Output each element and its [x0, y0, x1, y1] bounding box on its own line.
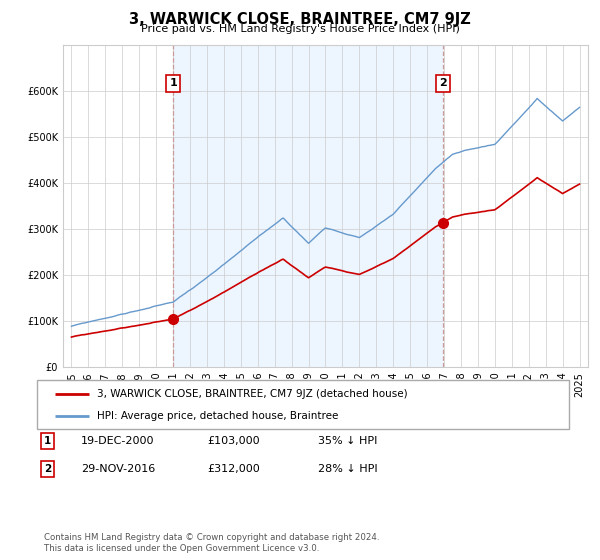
Text: £312,000: £312,000 [207, 464, 260, 474]
Text: 29-NOV-2016: 29-NOV-2016 [81, 464, 155, 474]
Bar [173, 45, 443, 367]
Text: Price paid vs. HM Land Registry's House Price Index (HPI): Price paid vs. HM Land Registry's House … [140, 24, 460, 34]
Text: £103,000: £103,000 [207, 436, 260, 446]
Text: HPI: Average price, detached house, Braintree: HPI: Average price, detached house, Brai… [97, 410, 338, 421]
Text: 1: 1 [169, 78, 177, 88]
Text: 19-DEC-2000: 19-DEC-2000 [81, 436, 155, 446]
Text: 28% ↓ HPI: 28% ↓ HPI [318, 464, 377, 474]
FancyBboxPatch shape [37, 380, 569, 429]
Text: 35% ↓ HPI: 35% ↓ HPI [318, 436, 377, 446]
Text: 1: 1 [44, 436, 51, 446]
Text: 3, WARWICK CLOSE, BRAINTREE, CM7 9JZ (detached house): 3, WARWICK CLOSE, BRAINTREE, CM7 9JZ (de… [97, 389, 407, 399]
Text: 2: 2 [439, 78, 446, 88]
Text: 2: 2 [44, 464, 51, 474]
Text: Contains HM Land Registry data © Crown copyright and database right 2024.
This d: Contains HM Land Registry data © Crown c… [44, 533, 379, 553]
Text: 3, WARWICK CLOSE, BRAINTREE, CM7 9JZ: 3, WARWICK CLOSE, BRAINTREE, CM7 9JZ [129, 12, 471, 27]
